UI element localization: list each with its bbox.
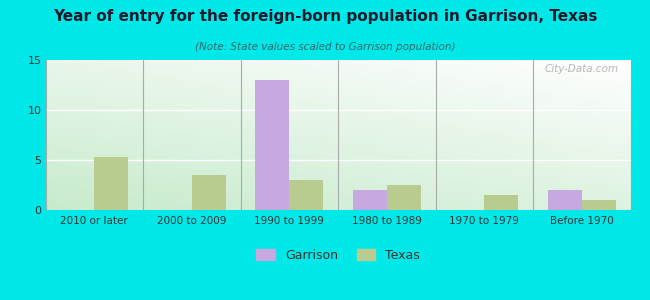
Text: City-Data.com: City-Data.com (545, 64, 619, 74)
Bar (484, 195, 519, 210)
Bar (192, 175, 226, 210)
Bar (94, 157, 129, 210)
Bar (289, 180, 324, 210)
Text: Year of entry for the foreign-born population in Garrison, Texas: Year of entry for the foreign-born popul… (53, 9, 597, 24)
Bar (547, 190, 582, 210)
Bar (582, 200, 616, 210)
Bar (255, 80, 289, 210)
Bar (387, 185, 421, 210)
Legend: Garrison, Texas: Garrison, Texas (251, 244, 425, 267)
Bar (353, 190, 387, 210)
Text: (Note: State values scaled to Garrison population): (Note: State values scaled to Garrison p… (195, 42, 455, 52)
